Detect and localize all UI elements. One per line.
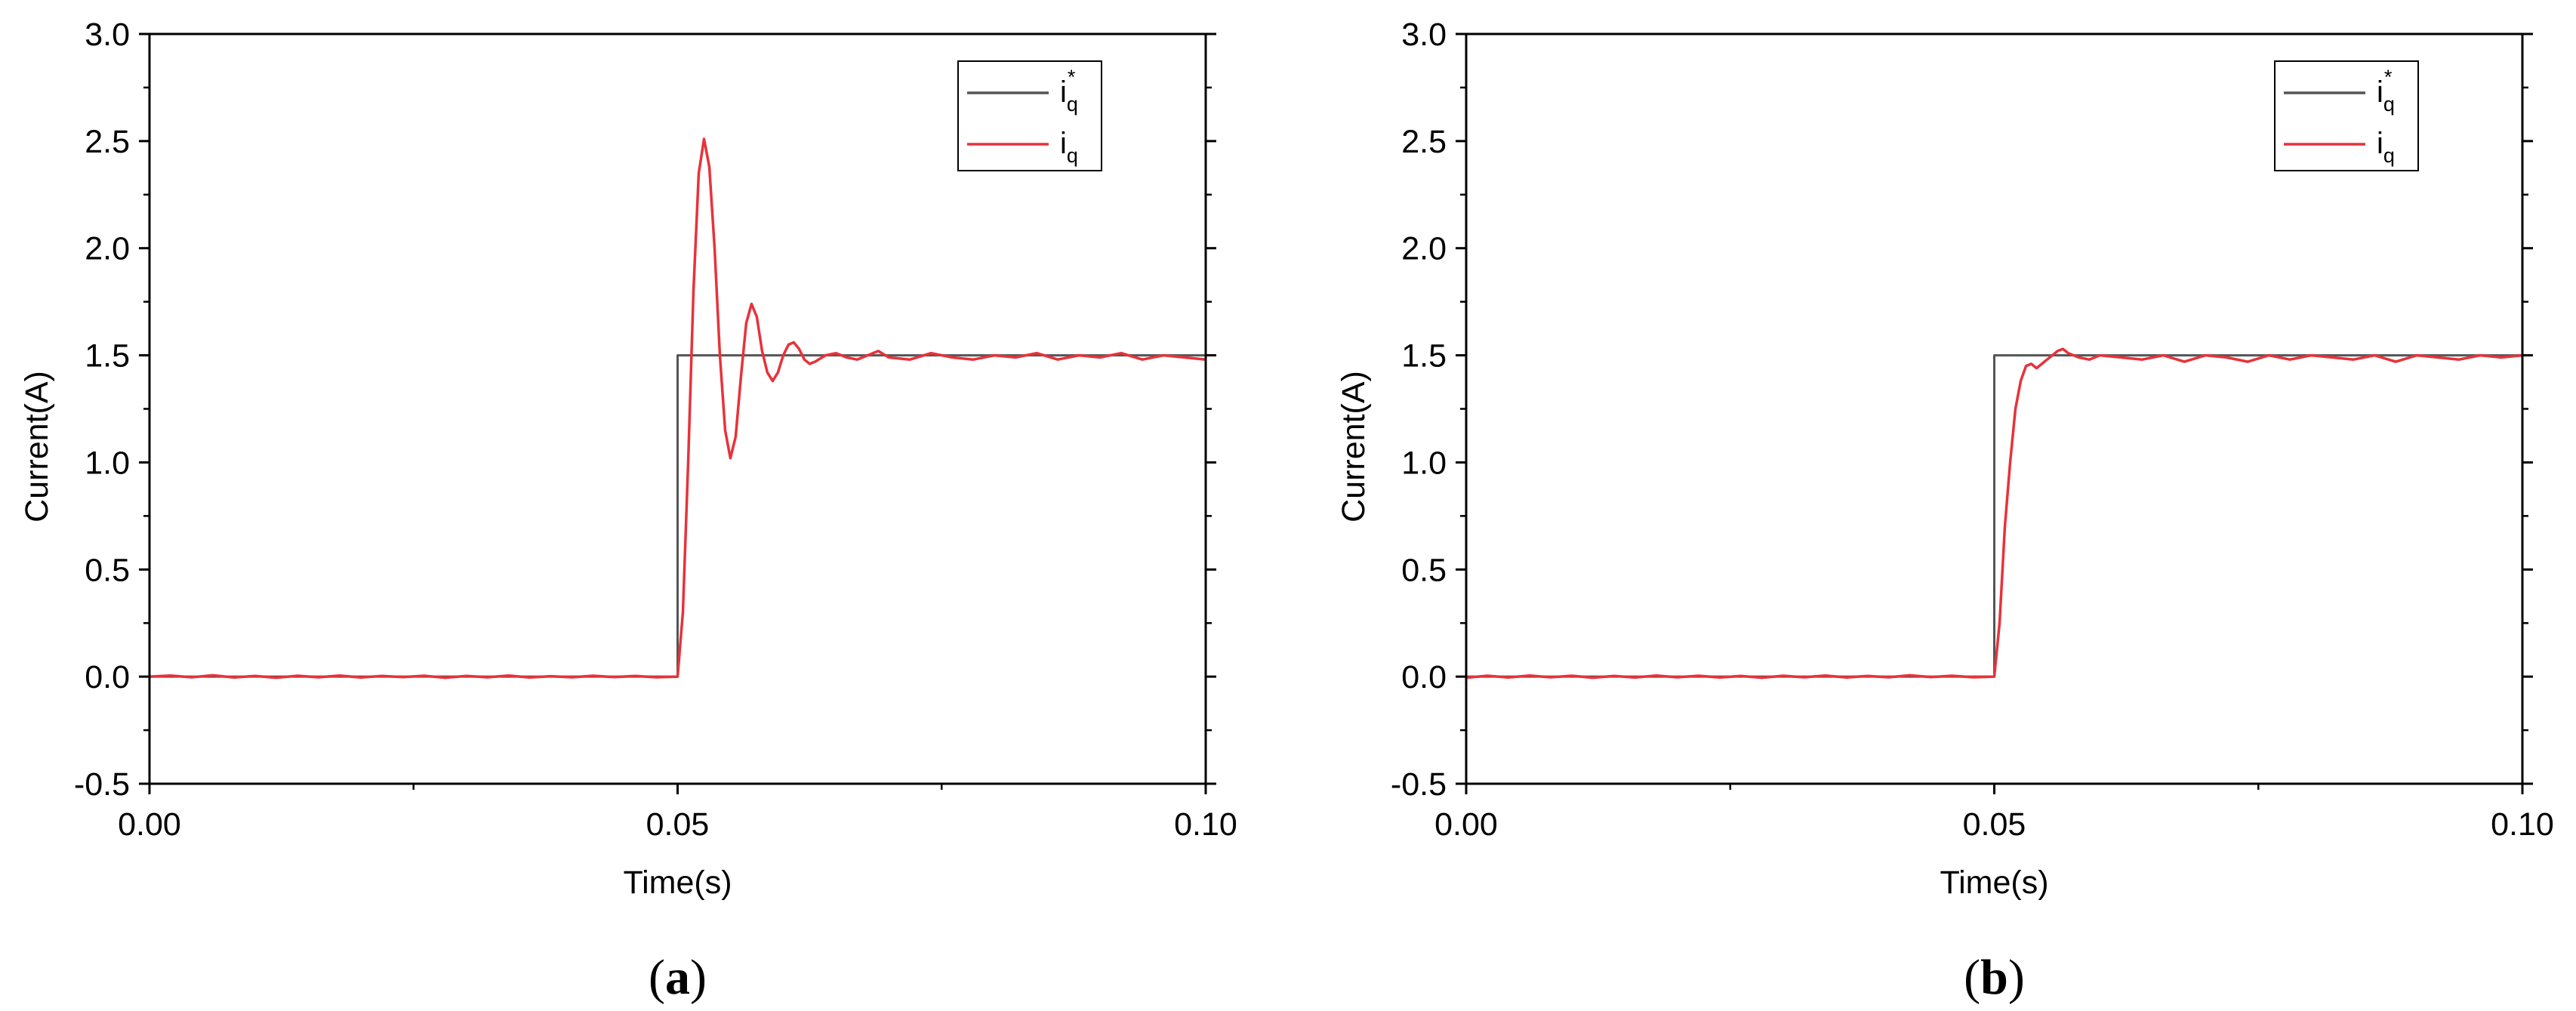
- legend: iq*iq: [2274, 60, 2419, 171]
- y-tick-label: 2.5: [1401, 124, 1447, 160]
- y-tick-label: 3.0: [85, 17, 130, 53]
- y-tick-label: 0.0: [85, 659, 130, 695]
- panel-label-letter: a: [665, 950, 690, 1005]
- series-line-iq: [149, 137, 1206, 680]
- legend-label-sup: *: [2384, 66, 2393, 88]
- y-tick-label: 0.5: [1401, 552, 1447, 588]
- legend: iq*iq: [957, 60, 1102, 171]
- series-group: [1465, 347, 2523, 680]
- y-tick-label: 0.5: [85, 552, 130, 588]
- y-axis-title: Current(A): [19, 371, 55, 522]
- series-line-iq-ref: [149, 354, 1206, 678]
- series-line-iq: [1465, 347, 2523, 680]
- y-tick-label: 1.0: [1401, 445, 1447, 481]
- x-axis-title: Time(s): [1940, 865, 2048, 901]
- legend-box: [2274, 60, 2419, 171]
- legend-label-sub: q: [2383, 144, 2395, 167]
- legend-label-sup: *: [1068, 66, 1076, 88]
- y-tick-label: 2.0: [85, 231, 130, 267]
- y-tick-label: 2.0: [1401, 231, 1447, 267]
- y-tick-label: 1.5: [1401, 338, 1447, 375]
- panel-label: (a): [649, 950, 707, 1005]
- x-tick-label: 0.05: [646, 806, 710, 843]
- y-tick-label: 1.5: [85, 338, 130, 375]
- series-line-iq-ref: [1466, 354, 2522, 678]
- legend-label-sub: q: [1067, 93, 1078, 116]
- legend-label-sub: q: [2383, 93, 2395, 116]
- legend-label: iq: [1060, 127, 1078, 167]
- legend-label: iq*: [1060, 66, 1078, 116]
- x-tick-label: 0.05: [1963, 806, 2026, 843]
- chart-panel-a: -0.5 0.0 0.5 1.0 1.5 2.0 2.5 3.0 0.00 0.05 0.10 Tim…: [19, 17, 1237, 1005]
- x-tick-label: 0.10: [2491, 806, 2554, 843]
- x-tick-label: 0.00: [118, 806, 181, 843]
- y-axis-title: Current(A): [1336, 371, 1372, 522]
- chart-panel-b: -0.5 0.0 0.5 1.0 1.5 2.0 2.5 3.0 0.00 0.05 0.10 Tim…: [1336, 17, 2554, 1005]
- x-tick-label: 0.10: [1174, 806, 1237, 843]
- series-group: [149, 137, 1206, 680]
- y-tick-label: -0.5: [1391, 766, 1447, 803]
- y-tick-label: 1.0: [85, 445, 130, 481]
- panel-label: (b): [1964, 950, 2025, 1005]
- y-tick-label: 3.0: [1401, 17, 1447, 53]
- legend-label: iq*: [2377, 66, 2395, 116]
- y-tick-label: -0.5: [74, 766, 130, 803]
- legend-label-sub: q: [1067, 144, 1078, 167]
- x-tick-label: 0.00: [1434, 806, 1498, 843]
- legend-label: iq: [2377, 127, 2395, 167]
- legend-box: [957, 60, 1102, 171]
- panel-label-letter: b: [1980, 950, 2008, 1005]
- y-tick-label: 2.5: [85, 124, 130, 160]
- x-axis-title: Time(s): [623, 865, 732, 901]
- y-tick-label: 0.0: [1401, 659, 1447, 695]
